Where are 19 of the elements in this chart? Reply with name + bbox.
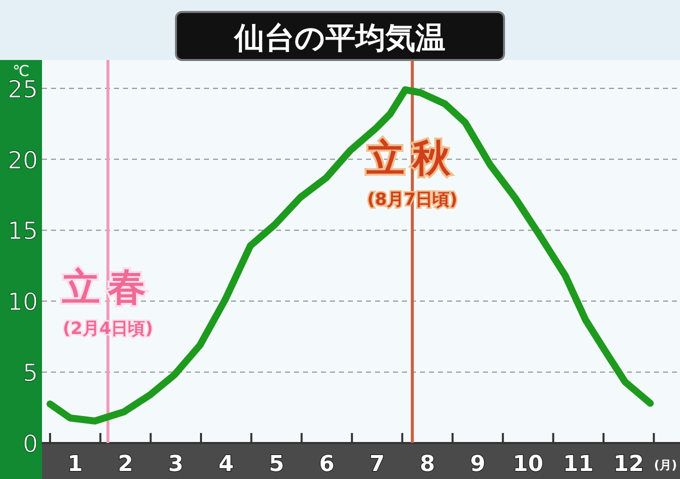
x-tick-label: 5 (268, 452, 284, 477)
x-tick-label: 12 (613, 452, 644, 477)
y-tick-label: 15 (7, 217, 38, 246)
y-tick-label: 5 (22, 359, 38, 388)
x-tick-label: 4 (218, 452, 234, 477)
y-tick-label: 10 (7, 288, 38, 316)
x-tick-label: 3 (168, 452, 184, 477)
x-tick-label: 11 (563, 452, 594, 477)
x-tick-label: 8 (420, 452, 436, 477)
chart-title: 仙台の平均気温 (234, 21, 446, 56)
x-tick-label: 6 (319, 452, 334, 477)
x-tick-label: 10 (512, 452, 544, 477)
x-axis-title: (月) (654, 458, 677, 472)
x-tick-label: 1 (68, 452, 83, 477)
y-tick-label: 20 (7, 146, 38, 174)
x-tick-label: 9 (470, 452, 486, 477)
x-tick-label: 7 (369, 452, 385, 477)
x-tick-label: 2 (118, 452, 134, 477)
y-tick-label: 0 (22, 430, 38, 458)
